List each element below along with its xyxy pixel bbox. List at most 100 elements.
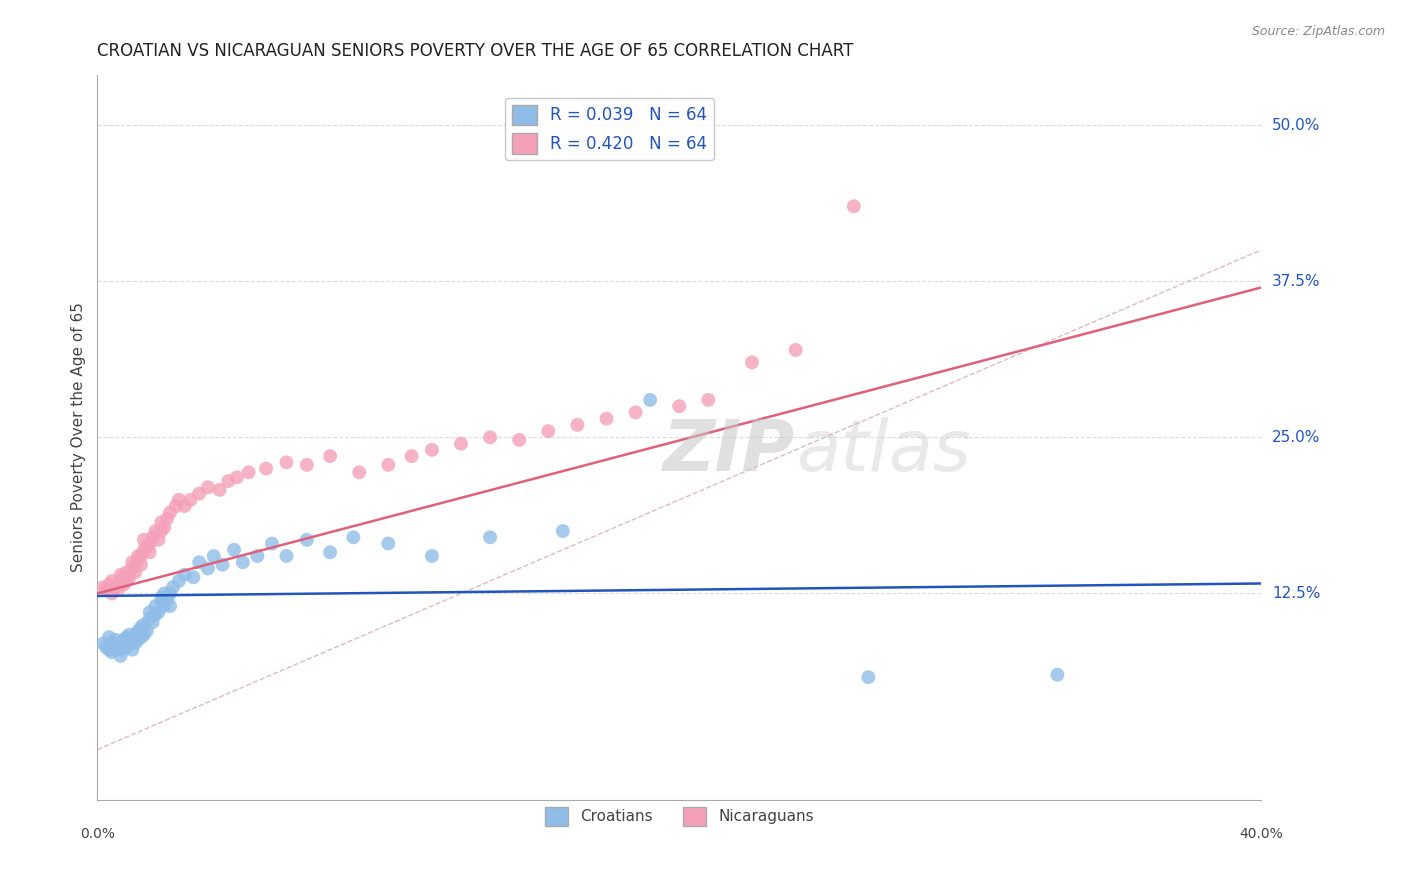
Point <box>115 640 138 655</box>
Point <box>132 542 155 557</box>
Point <box>153 520 176 534</box>
Point <box>129 549 152 563</box>
Point <box>148 605 170 619</box>
Point <box>567 417 589 432</box>
Text: ZIP: ZIP <box>664 417 796 486</box>
Point <box>118 636 141 650</box>
Point <box>142 530 165 544</box>
Point <box>150 595 173 609</box>
Point <box>1046 667 1069 681</box>
Point <box>112 570 135 584</box>
Point <box>138 545 160 559</box>
Point <box>112 642 135 657</box>
Point <box>188 555 211 569</box>
Point <box>145 599 167 613</box>
Point <box>162 580 184 594</box>
Point <box>118 628 141 642</box>
Point <box>132 533 155 547</box>
Y-axis label: Seniors Poverty Over the Age of 65: Seniors Poverty Over the Age of 65 <box>72 302 86 573</box>
Legend: Croatians, Nicaraguans: Croatians, Nicaraguans <box>538 801 820 831</box>
Point <box>98 578 121 592</box>
Point <box>156 592 179 607</box>
Text: Source: ZipAtlas.com: Source: ZipAtlas.com <box>1251 25 1385 38</box>
Text: atlas: atlas <box>796 417 970 486</box>
Point <box>420 549 443 563</box>
Point <box>115 574 138 588</box>
Point <box>124 636 146 650</box>
Point <box>91 580 114 594</box>
Point <box>124 558 146 572</box>
Point <box>179 492 201 507</box>
Point <box>342 530 364 544</box>
Point <box>138 605 160 619</box>
Point <box>173 499 195 513</box>
Point <box>138 536 160 550</box>
Point <box>159 599 181 613</box>
Point <box>276 549 298 563</box>
Point <box>165 499 187 513</box>
Point <box>595 411 617 425</box>
Point <box>110 574 132 588</box>
Point <box>101 574 124 588</box>
Text: 37.5%: 37.5% <box>1272 274 1320 289</box>
Point <box>508 433 530 447</box>
Point <box>94 640 117 655</box>
Point <box>842 199 865 213</box>
Point <box>188 486 211 500</box>
Point <box>124 566 146 580</box>
Point <box>222 542 245 557</box>
Point <box>150 591 173 605</box>
Point <box>479 530 502 544</box>
Point <box>295 533 318 547</box>
Point <box>124 628 146 642</box>
Point <box>101 636 124 650</box>
Point <box>148 533 170 547</box>
Point <box>347 466 370 480</box>
Point <box>121 561 143 575</box>
Text: CROATIAN VS NICARAGUAN SENIORS POVERTY OVER THE AGE OF 65 CORRELATION CHART: CROATIAN VS NICARAGUAN SENIORS POVERTY O… <box>97 42 853 60</box>
Point <box>153 586 176 600</box>
Point <box>115 566 138 580</box>
Point <box>127 624 149 638</box>
Text: 50.0%: 50.0% <box>1272 118 1320 133</box>
Point <box>159 586 181 600</box>
Point <box>110 648 132 663</box>
Point <box>121 632 143 647</box>
Point <box>551 524 574 538</box>
Point <box>183 570 205 584</box>
Point <box>110 640 132 655</box>
Point <box>101 645 124 659</box>
Point <box>741 355 763 369</box>
Point <box>98 642 121 657</box>
Point <box>226 470 249 484</box>
Point <box>167 574 190 588</box>
Point <box>104 639 127 653</box>
Point <box>132 628 155 642</box>
Point <box>197 480 219 494</box>
Point <box>98 630 121 644</box>
Point <box>173 567 195 582</box>
Point <box>129 620 152 634</box>
Point <box>115 630 138 644</box>
Point <box>246 549 269 563</box>
Point <box>112 632 135 647</box>
Point <box>260 536 283 550</box>
Text: 12.5%: 12.5% <box>1272 586 1320 601</box>
Point <box>211 558 233 572</box>
Text: 25.0%: 25.0% <box>1272 430 1320 445</box>
Point <box>295 458 318 472</box>
Point <box>118 570 141 584</box>
Point <box>129 630 152 644</box>
Point <box>121 555 143 569</box>
Point <box>232 555 254 569</box>
Point <box>129 558 152 572</box>
Point <box>135 541 157 555</box>
Point <box>127 549 149 563</box>
Point <box>150 524 173 538</box>
Point <box>107 642 129 657</box>
Point <box>217 474 239 488</box>
Point <box>208 483 231 497</box>
Point <box>479 430 502 444</box>
Point <box>121 642 143 657</box>
Point <box>668 399 690 413</box>
